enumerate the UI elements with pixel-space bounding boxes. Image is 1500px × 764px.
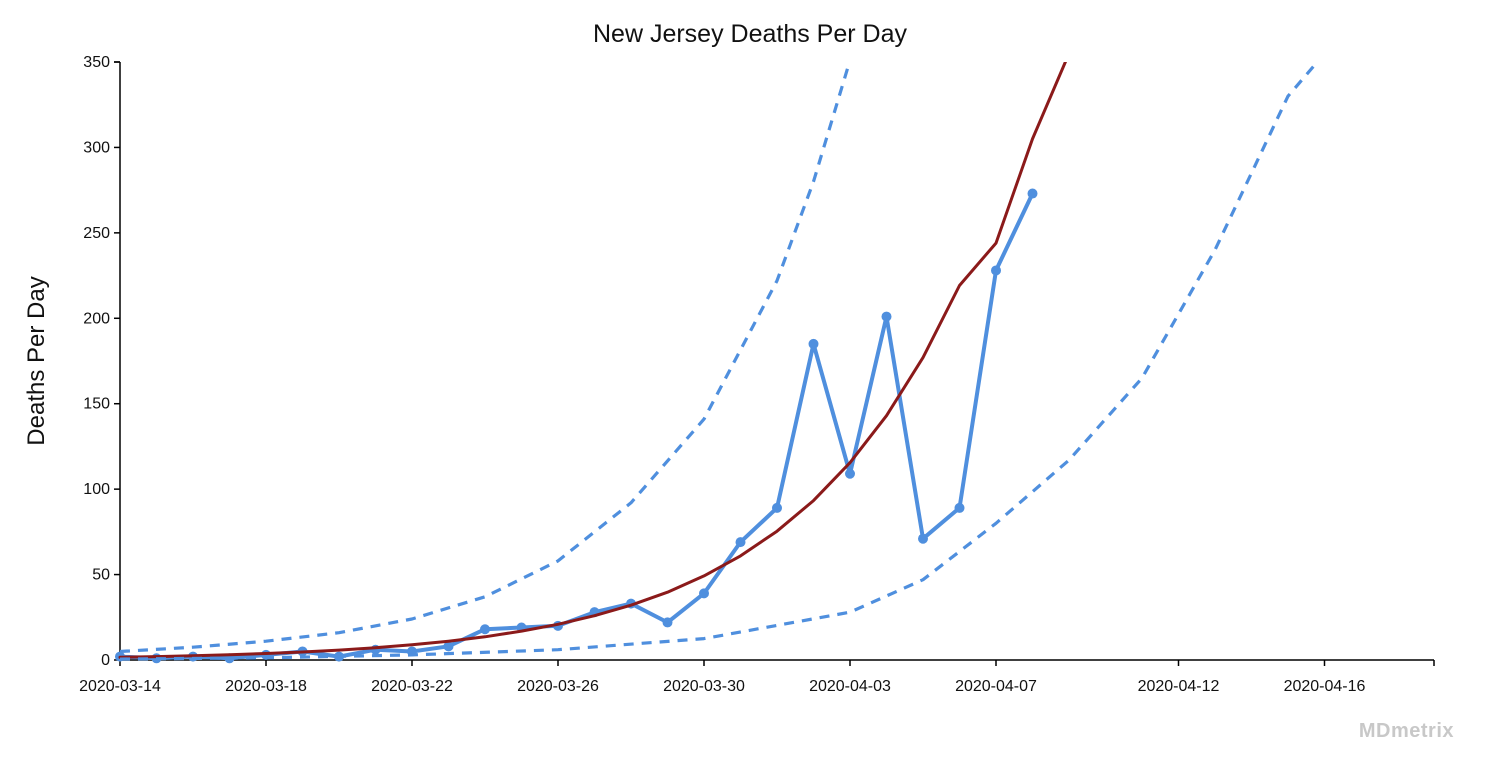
observed-deaths-line bbox=[118, 191, 1035, 661]
y-tick-label: 0 bbox=[101, 652, 110, 669]
x-tick-label: 2020-04-07 bbox=[955, 678, 1037, 695]
x-tick-label: 2020-04-12 bbox=[1138, 678, 1220, 695]
data-point bbox=[808, 338, 819, 349]
series-1 bbox=[118, 62, 1067, 659]
axes: 0 50 100 150 200 250 300 350 2020-03-14 2020-03-1… bbox=[79, 54, 1435, 695]
data-point bbox=[1027, 188, 1038, 199]
x-tick-label: 2020-03-30 bbox=[663, 678, 745, 695]
fitted-trend-line bbox=[118, 62, 1067, 659]
data-point bbox=[735, 537, 746, 548]
data-point bbox=[845, 468, 855, 479]
y-tick-label: 250 bbox=[83, 225, 110, 242]
data-point bbox=[662, 617, 673, 628]
x-tick-label: 2020-04-03 bbox=[809, 678, 891, 695]
data-point bbox=[954, 502, 965, 513]
y-tick-label: 300 bbox=[83, 139, 110, 156]
data-point bbox=[699, 588, 709, 599]
watermark-logo: MDmetrix bbox=[1358, 720, 1454, 742]
x-tick-label: 2020-04-16 bbox=[1284, 678, 1366, 695]
series-0 bbox=[115, 188, 1038, 664]
data-point bbox=[772, 502, 782, 513]
y-tick-label: 350 bbox=[83, 54, 110, 71]
y-axis-label: Deaths Per Day bbox=[23, 276, 50, 445]
y-tick-label: 50 bbox=[92, 567, 110, 584]
bound-line bbox=[119, 62, 852, 654]
x-tick-label: 2020-03-22 bbox=[371, 678, 453, 695]
series-3 bbox=[119, 62, 1320, 661]
data-point bbox=[991, 265, 1001, 276]
y-tick-label: 100 bbox=[83, 481, 110, 498]
series-2 bbox=[119, 62, 852, 654]
x-tick-label: 2020-03-18 bbox=[225, 678, 307, 695]
chart-title: New Jersey Deaths Per Day bbox=[593, 20, 908, 48]
data-point bbox=[881, 311, 892, 322]
data-point bbox=[443, 641, 454, 652]
x-tick-label: 2020-03-26 bbox=[517, 678, 599, 695]
data-point bbox=[918, 533, 928, 544]
series-layer bbox=[115, 62, 1320, 664]
bound-line bbox=[119, 62, 1320, 661]
data-point bbox=[480, 624, 490, 635]
y-tick-label: 150 bbox=[83, 396, 110, 413]
x-tick-label: 2020-03-14 bbox=[79, 678, 161, 695]
y-tick-label: 200 bbox=[83, 310, 110, 327]
